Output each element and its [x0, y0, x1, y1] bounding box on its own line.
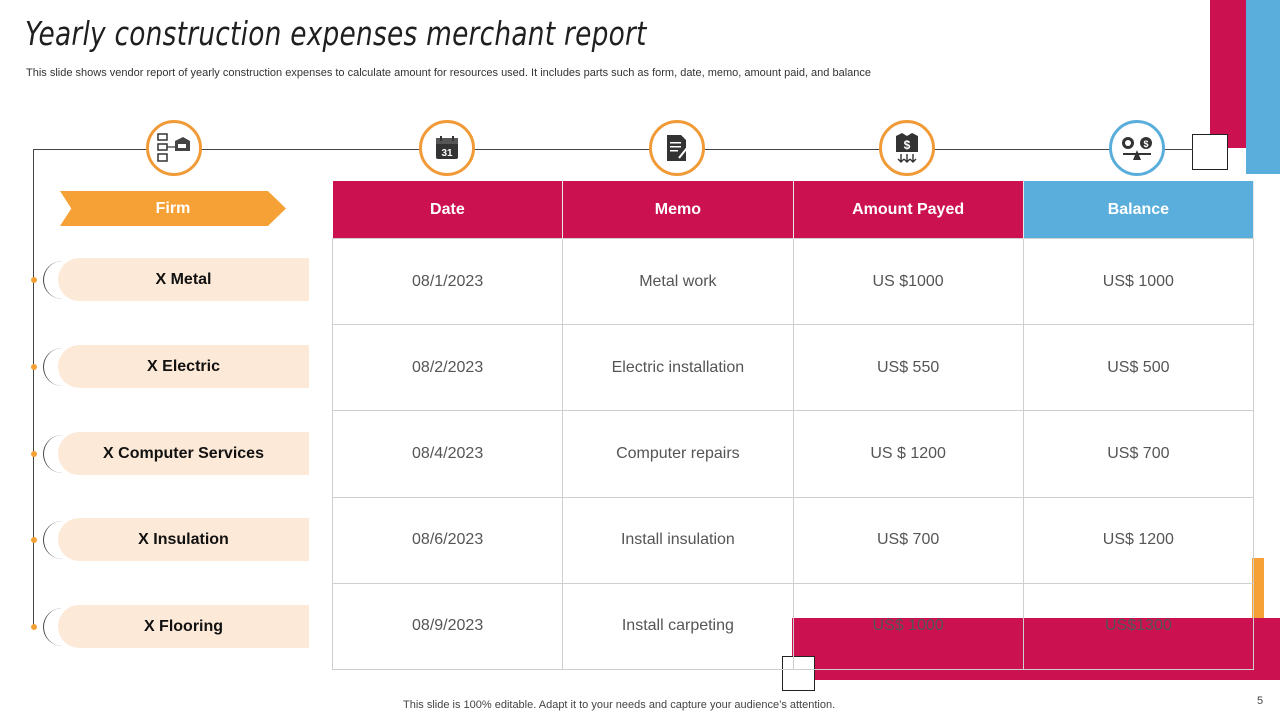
cell-date: 08/2/2023 [331, 324, 564, 412]
firm-icon [146, 120, 202, 176]
cell-memo: Install insulation [562, 496, 794, 584]
timeline-bracket [43, 521, 65, 559]
firm-label: X Flooring [58, 605, 309, 648]
balance-icon: $ [1109, 120, 1165, 176]
cell-amount: US$ 1000 [792, 582, 1024, 671]
table-row: 08/2/2023 Electric installation US$ 550 US$… [331, 324, 1255, 412]
decor-bar-crimson [1210, 0, 1246, 148]
table-row: 08/6/2023 Install insulation US$ 700 US$ 12… [331, 496, 1255, 584]
table-header-row: Date Memo Amount Payed Balance [332, 181, 1255, 239]
firm-label: X Metal [58, 258, 309, 301]
decor-bar-blue [1246, 0, 1280, 174]
page-subtitle: This slide shows vendor report of yearly… [26, 67, 871, 79]
table-row: 08/9/2023 Install carpeting US$ 1000 US$130… [331, 582, 1255, 671]
footer-note: This slide is 100% editable. Adapt it to… [403, 699, 836, 711]
column-header-date: Date [332, 181, 564, 239]
cell-balance: US$ 500 [1022, 324, 1255, 412]
page-title: Yearly construction expenses merchant re… [25, 14, 647, 53]
cell-date: 08/9/2023 [331, 582, 564, 671]
timeline-dot [31, 537, 37, 543]
timeline-dot [31, 451, 37, 457]
cell-memo: Metal work [562, 237, 794, 326]
cell-balance: US$ 1000 [1022, 237, 1255, 326]
cell-memo: Electric installation [562, 324, 794, 412]
timeline-dot [31, 364, 37, 370]
table-row: 08/1/2023 Metal work US $1000 US$ 1000 [331, 237, 1255, 326]
cell-memo: Computer repairs [562, 410, 794, 498]
firm-label: X Insulation [58, 518, 309, 561]
calendar-day: 31 [441, 148, 453, 159]
cell-amount: US $ 1200 [792, 410, 1024, 498]
cell-balance: US$ 700 [1022, 410, 1255, 498]
expenses-table: Date Memo Amount Payed Balance 08/1/2023… [331, 181, 1255, 671]
cell-amount: US$ 550 [792, 324, 1024, 412]
timeline-dot [31, 624, 37, 630]
firm-label: X Computer Services [58, 432, 309, 475]
cell-balance: US$ 1200 [1022, 496, 1255, 584]
cell-date: 08/4/2023 [331, 410, 564, 498]
calendar-icon: 31 [419, 120, 475, 176]
cell-amount: US$ 700 [792, 496, 1024, 584]
memo-icon [649, 120, 705, 176]
cell-memo: Install carpeting [562, 582, 794, 671]
cell-amount: US $1000 [792, 237, 1024, 326]
column-header-balance: Balance [1023, 181, 1255, 239]
timeline-bracket [43, 435, 65, 473]
timeline-vertical-line [33, 149, 34, 627]
decor-square [1192, 134, 1228, 170]
money-icon: $ [879, 120, 935, 176]
timeline-bracket [43, 608, 65, 646]
cell-balance: US$1300 [1022, 582, 1255, 671]
timeline-bracket [43, 261, 65, 299]
firm-header: Firm [60, 191, 286, 226]
cell-date: 08/6/2023 [331, 496, 564, 584]
decor-bar-orange [1252, 558, 1264, 618]
timeline-dot [31, 277, 37, 283]
column-header-memo: Memo [562, 181, 794, 239]
svg-text:$: $ [1143, 139, 1148, 149]
table-row: 08/4/2023 Computer repairs US $ 1200 US$ 70… [331, 410, 1255, 498]
timeline-horizontal-line [33, 149, 1193, 150]
column-header-amount: Amount Payed [793, 181, 1024, 239]
firm-label: X Electric [58, 345, 309, 388]
page-number: 5 [1257, 695, 1264, 707]
cell-date: 08/1/2023 [331, 237, 564, 326]
svg-text:$: $ [904, 138, 911, 152]
timeline-bracket [43, 348, 65, 386]
